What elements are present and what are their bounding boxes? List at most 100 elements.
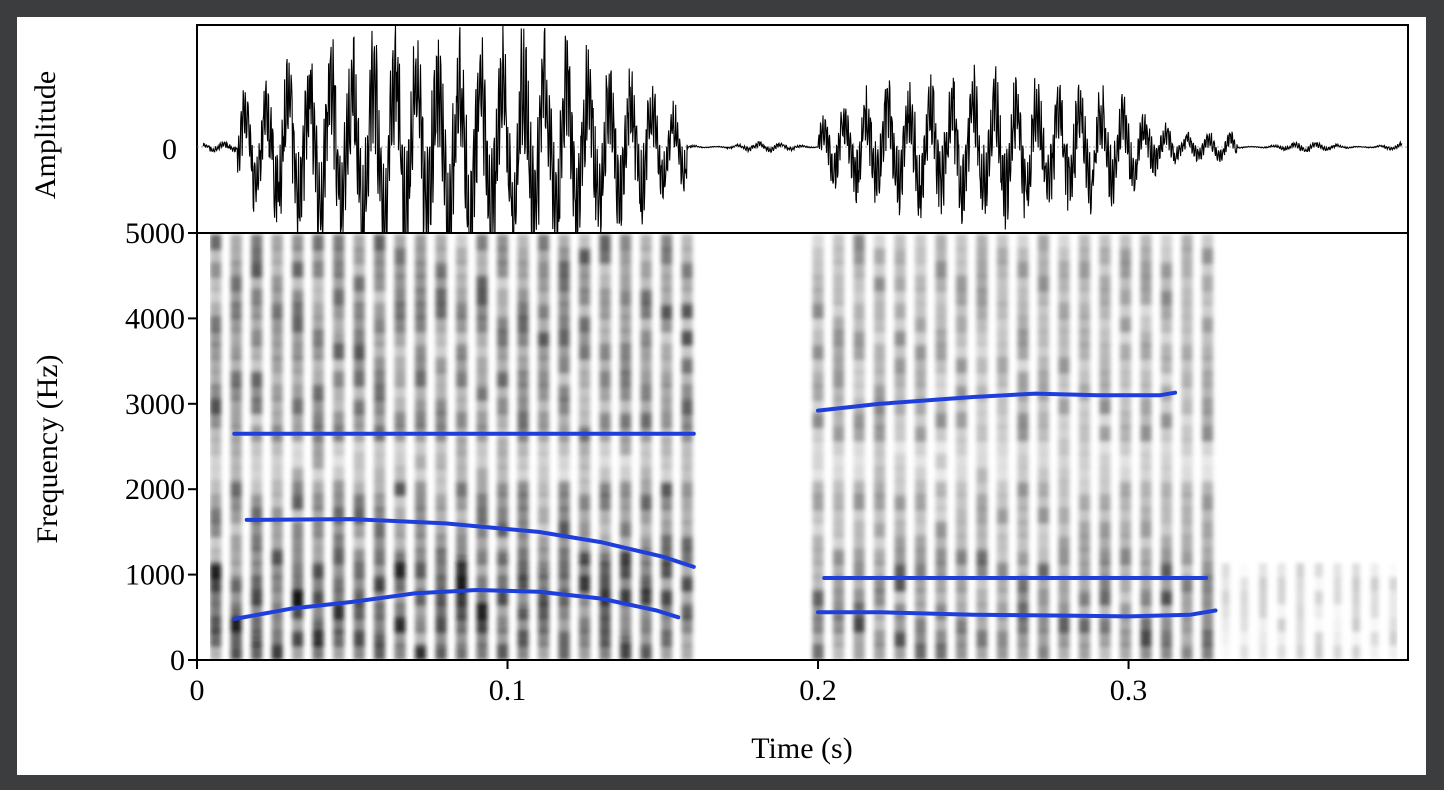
spectrogram-cell — [1181, 507, 1193, 524]
spectrogram-cell — [914, 425, 927, 442]
spectrogram-cell — [812, 302, 824, 319]
spectrogram-cell — [1099, 398, 1111, 415]
spectrogram-cell — [292, 575, 304, 592]
spectrogram-cell — [935, 398, 947, 415]
spectrogram-cell — [853, 234, 865, 251]
spectrogram-cell — [619, 234, 632, 251]
spectrogram-cell — [517, 630, 529, 647]
spectrogram-cell — [312, 439, 324, 456]
spectrogram-cell — [578, 521, 591, 538]
spectrogram-cell — [1240, 604, 1249, 619]
spectrogram-cell — [894, 288, 906, 305]
spectrogram-cell — [681, 247, 693, 264]
spectrogram-cell — [976, 589, 988, 606]
spectrogram-cell — [619, 261, 632, 278]
spectrogram-cell — [935, 603, 947, 620]
spectrogram-cell — [558, 521, 570, 538]
spectrogram-cell — [251, 452, 263, 469]
spectrogram-cell — [496, 589, 509, 606]
spectrogram-cell — [271, 480, 283, 497]
spectrogram-cell — [476, 370, 488, 387]
spectrogram-cell — [660, 466, 673, 483]
chart-figure: 0 Amplitude 0 1000 2000 3000 4000 5000 0 0.1 0.… — [17, 17, 1426, 775]
spectrogram-cell — [976, 548, 988, 565]
spectrogram-cell — [1119, 384, 1132, 401]
spectrogram-cell — [1160, 534, 1173, 551]
spectrogram-cell — [271, 534, 283, 551]
spectrogram-cell — [558, 452, 570, 469]
spectrogram-cell — [333, 548, 345, 565]
spectrogram-cell — [1181, 493, 1193, 510]
spectrogram-cell — [812, 316, 824, 333]
spectrogram-cell — [1099, 247, 1111, 264]
spectrogram-cell — [455, 480, 468, 497]
spectrogram-cell — [976, 562, 988, 579]
spectrogram-cell — [976, 275, 988, 292]
spectrogram-cell — [1119, 329, 1132, 346]
spectrogram-cell — [230, 261, 242, 278]
spectrogram-cell — [476, 247, 488, 264]
spectrogram-cell — [455, 398, 468, 415]
spectrogram-cell — [292, 644, 304, 660]
spectrogram-cell — [558, 288, 570, 305]
spectrogram-cell — [414, 534, 427, 551]
spectrogram-cell — [914, 480, 927, 497]
spectrogram-cell — [271, 316, 283, 333]
spectrogram-cell — [976, 466, 988, 483]
spectrogram-cell — [873, 261, 886, 278]
spectrogram-cell — [619, 616, 632, 633]
spectrogram-cell — [292, 562, 304, 579]
spectrogram-cell — [599, 261, 611, 278]
spectrogram-cell — [812, 452, 824, 469]
spectrogram-cell — [1160, 562, 1173, 579]
spectrogram-cell — [914, 316, 927, 333]
spectrogram-cell — [812, 507, 824, 524]
spectrogram-cell — [251, 384, 263, 401]
spectrogram-cell — [537, 466, 550, 483]
spectrogram-cell — [373, 493, 386, 510]
spectrogram-cell — [1370, 563, 1379, 578]
spectrogram-cell — [1277, 590, 1286, 605]
spectrogram-cell — [1140, 603, 1152, 620]
spectrogram-cell — [537, 589, 550, 606]
spectrogram-cell — [832, 493, 845, 510]
spectrogram-cell — [455, 439, 468, 456]
spectrogram-cell — [496, 384, 509, 401]
spectrogram-cell — [1078, 357, 1091, 374]
spectrogram-cell — [353, 507, 365, 524]
spectrogram-cell — [1140, 562, 1152, 579]
spectrogram-cell — [955, 589, 968, 606]
spectrogram-cell — [812, 616, 824, 633]
spectrogram-cell — [496, 411, 509, 428]
spectrogram-cell — [414, 288, 427, 305]
spectrogram-cell — [935, 302, 947, 319]
spectrogram-cell — [414, 370, 427, 387]
spectrogram-cell — [353, 357, 365, 374]
spectrogram-cell — [1058, 534, 1070, 551]
spectrogram-cell — [681, 439, 693, 456]
spectrogram-cell — [353, 466, 365, 483]
spectrogram-cell — [955, 302, 968, 319]
spectrogram-cell — [1099, 329, 1111, 346]
spectrogram-cell — [353, 247, 365, 264]
spectrogram-cell — [578, 316, 591, 333]
spectrogram-cell — [394, 302, 406, 319]
spectrogram-cell — [312, 534, 324, 551]
spectrogram-cell — [1201, 452, 1214, 469]
spectrogram-cell — [1277, 631, 1286, 646]
spectrogram-cell — [832, 316, 845, 333]
spectrogram-cell — [1099, 493, 1111, 510]
spectrogram-cell — [873, 329, 886, 346]
spectrogram-cell — [312, 247, 324, 264]
spectrogram-cell — [681, 603, 693, 620]
spectrogram-cell — [955, 493, 968, 510]
spectrogram-cell — [1099, 370, 1111, 387]
spectrogram-cell — [1017, 234, 1029, 251]
spectrogram-cell — [894, 466, 906, 483]
spectrogram-cell — [832, 398, 845, 415]
spectrogram-cell — [1181, 452, 1193, 469]
spectrogram-cell — [496, 343, 509, 360]
spectrogram-cell — [271, 234, 283, 251]
spectrogram-cell — [1314, 645, 1323, 660]
spectrogram-cell — [230, 630, 242, 647]
